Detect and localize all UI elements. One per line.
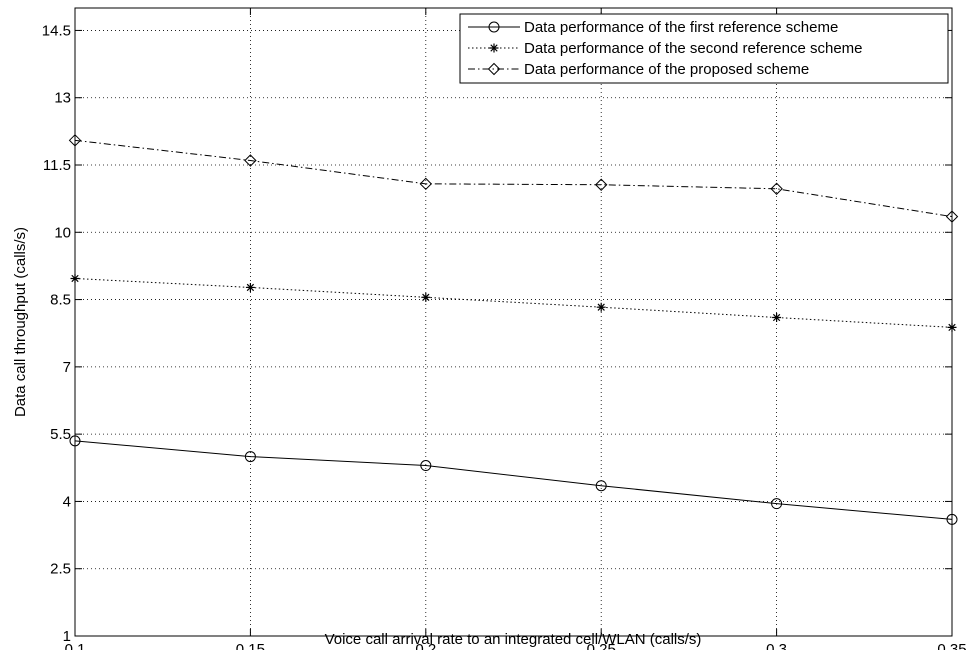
data-point [420,460,432,472]
legend-marker [488,21,500,33]
legend-label: Data performance of the second reference… [524,40,863,57]
data-point [596,302,606,312]
x-tick-label: 0.3 [766,641,787,650]
data-point [244,154,257,167]
series-line [74,440,953,520]
y-tick-label: 7 [63,359,71,376]
plot-area [75,8,952,636]
data-point [594,178,608,191]
y-tick-label: 10 [54,224,71,241]
legend-marker [487,62,501,76]
data-point [244,451,256,463]
x-axis-label: Voice call arrival rate to an integrated… [325,631,702,648]
plot-frame [74,7,953,637]
y-tick-label: 1 [63,628,71,645]
y-tick-label: 5.5 [50,426,71,443]
data-point [595,480,607,492]
x-tick-label: 0.35 [937,641,966,650]
y-tick-label: 14.5 [42,22,71,39]
y-tick-label: 8.5 [50,292,71,309]
legend-marker [489,43,499,53]
data-point [771,498,783,510]
y-tick-label: 11.5 [43,157,71,174]
legend-item-2: Data performance of the second reference… [468,40,863,57]
series-line [74,139,953,218]
legend-label: Data performance of the proposed scheme [524,61,809,78]
legend: Data performance of the first reference … [459,13,949,84]
y-tick-label: 2.5 [50,561,71,578]
data-point [419,177,433,191]
axis-ticks [74,8,953,637]
y-tick-label: 13 [54,90,71,107]
x-tick-label: 0.15 [236,641,265,650]
legend-label: Data performance of the first reference … [524,19,838,36]
data-point [421,292,431,302]
legend-item-3: Data performance of the proposed scheme [468,61,809,78]
data-point [772,313,782,323]
grid-lines [75,8,952,636]
legend-box [459,13,949,84]
data-point [770,182,783,195]
data-point [245,282,255,292]
legend-item-1: Data performance of the first reference … [468,19,838,36]
y-tick-label: 4 [63,493,71,510]
y-axis-label: Data call throughput (calls/s) [12,227,29,417]
